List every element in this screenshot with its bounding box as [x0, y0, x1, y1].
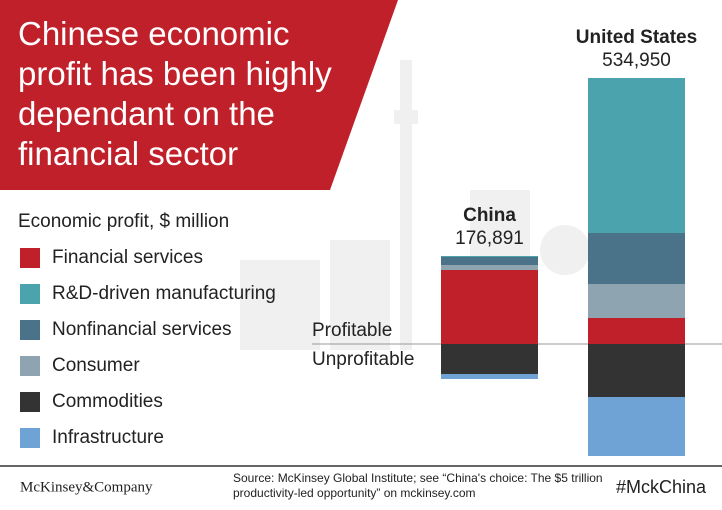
legend-label: Consumer	[52, 355, 140, 376]
bar-segment	[588, 233, 685, 284]
bar-name: China	[463, 205, 516, 226]
negative-label: Unprofitable	[312, 349, 414, 370]
legend-swatch	[20, 284, 40, 304]
legend-label: Financial services	[52, 247, 203, 268]
legend-swatch	[20, 392, 40, 412]
legend-swatch	[20, 248, 40, 268]
bar-segment	[588, 318, 685, 344]
subtitle: Economic profit, $ million	[18, 211, 229, 232]
bar-segment	[441, 265, 538, 270]
bar-segment	[441, 344, 538, 374]
legend-swatch	[20, 320, 40, 340]
bar-total: 534,950	[602, 50, 671, 71]
legend-label: R&D-driven manufacturing	[52, 283, 276, 304]
bar-segment	[441, 374, 538, 379]
legend-label: Commodities	[52, 391, 163, 412]
bar-segment	[588, 78, 685, 233]
title-block	[0, 0, 398, 190]
bar-segment	[441, 270, 538, 344]
brand: McKinsey&Company	[20, 479, 153, 495]
bar-segment	[588, 344, 685, 397]
legend-swatch	[20, 356, 40, 376]
bar-segment	[441, 256, 538, 257]
legend-label: Nonfinancial services	[52, 319, 232, 340]
bar-segment	[588, 397, 685, 456]
chart-title: Chinese economic profit has been highly …	[18, 15, 332, 172]
positive-label: Profitable	[312, 320, 392, 341]
bar-segment	[588, 284, 685, 318]
source: Source: McKinsey Global Institute; see “…	[233, 471, 603, 500]
bar-segment	[441, 257, 538, 265]
legend-label: Infrastructure	[52, 427, 164, 448]
bar-total: 176,891	[455, 228, 524, 249]
bar-name: United States	[576, 27, 697, 48]
hashtag: #MckChina	[616, 477, 707, 497]
legend-swatch	[20, 428, 40, 448]
